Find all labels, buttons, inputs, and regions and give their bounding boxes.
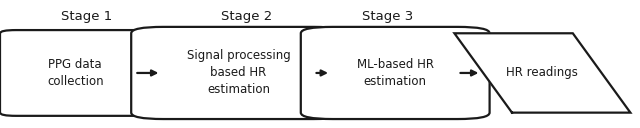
Text: Stage 3: Stage 3 [362, 10, 413, 23]
FancyBboxPatch shape [131, 27, 346, 119]
Text: Stage 1: Stage 1 [61, 10, 112, 23]
Text: Stage 2: Stage 2 [221, 10, 272, 23]
Text: PPG data
collection: PPG data collection [47, 58, 104, 88]
Text: ML-based HR
estimation: ML-based HR estimation [356, 58, 434, 88]
FancyBboxPatch shape [0, 30, 150, 116]
FancyBboxPatch shape [301, 27, 490, 119]
Text: HR readings: HR readings [506, 66, 579, 79]
Text: Signal processing
based HR
estimation: Signal processing based HR estimation [186, 49, 291, 97]
Polygon shape [454, 33, 630, 113]
